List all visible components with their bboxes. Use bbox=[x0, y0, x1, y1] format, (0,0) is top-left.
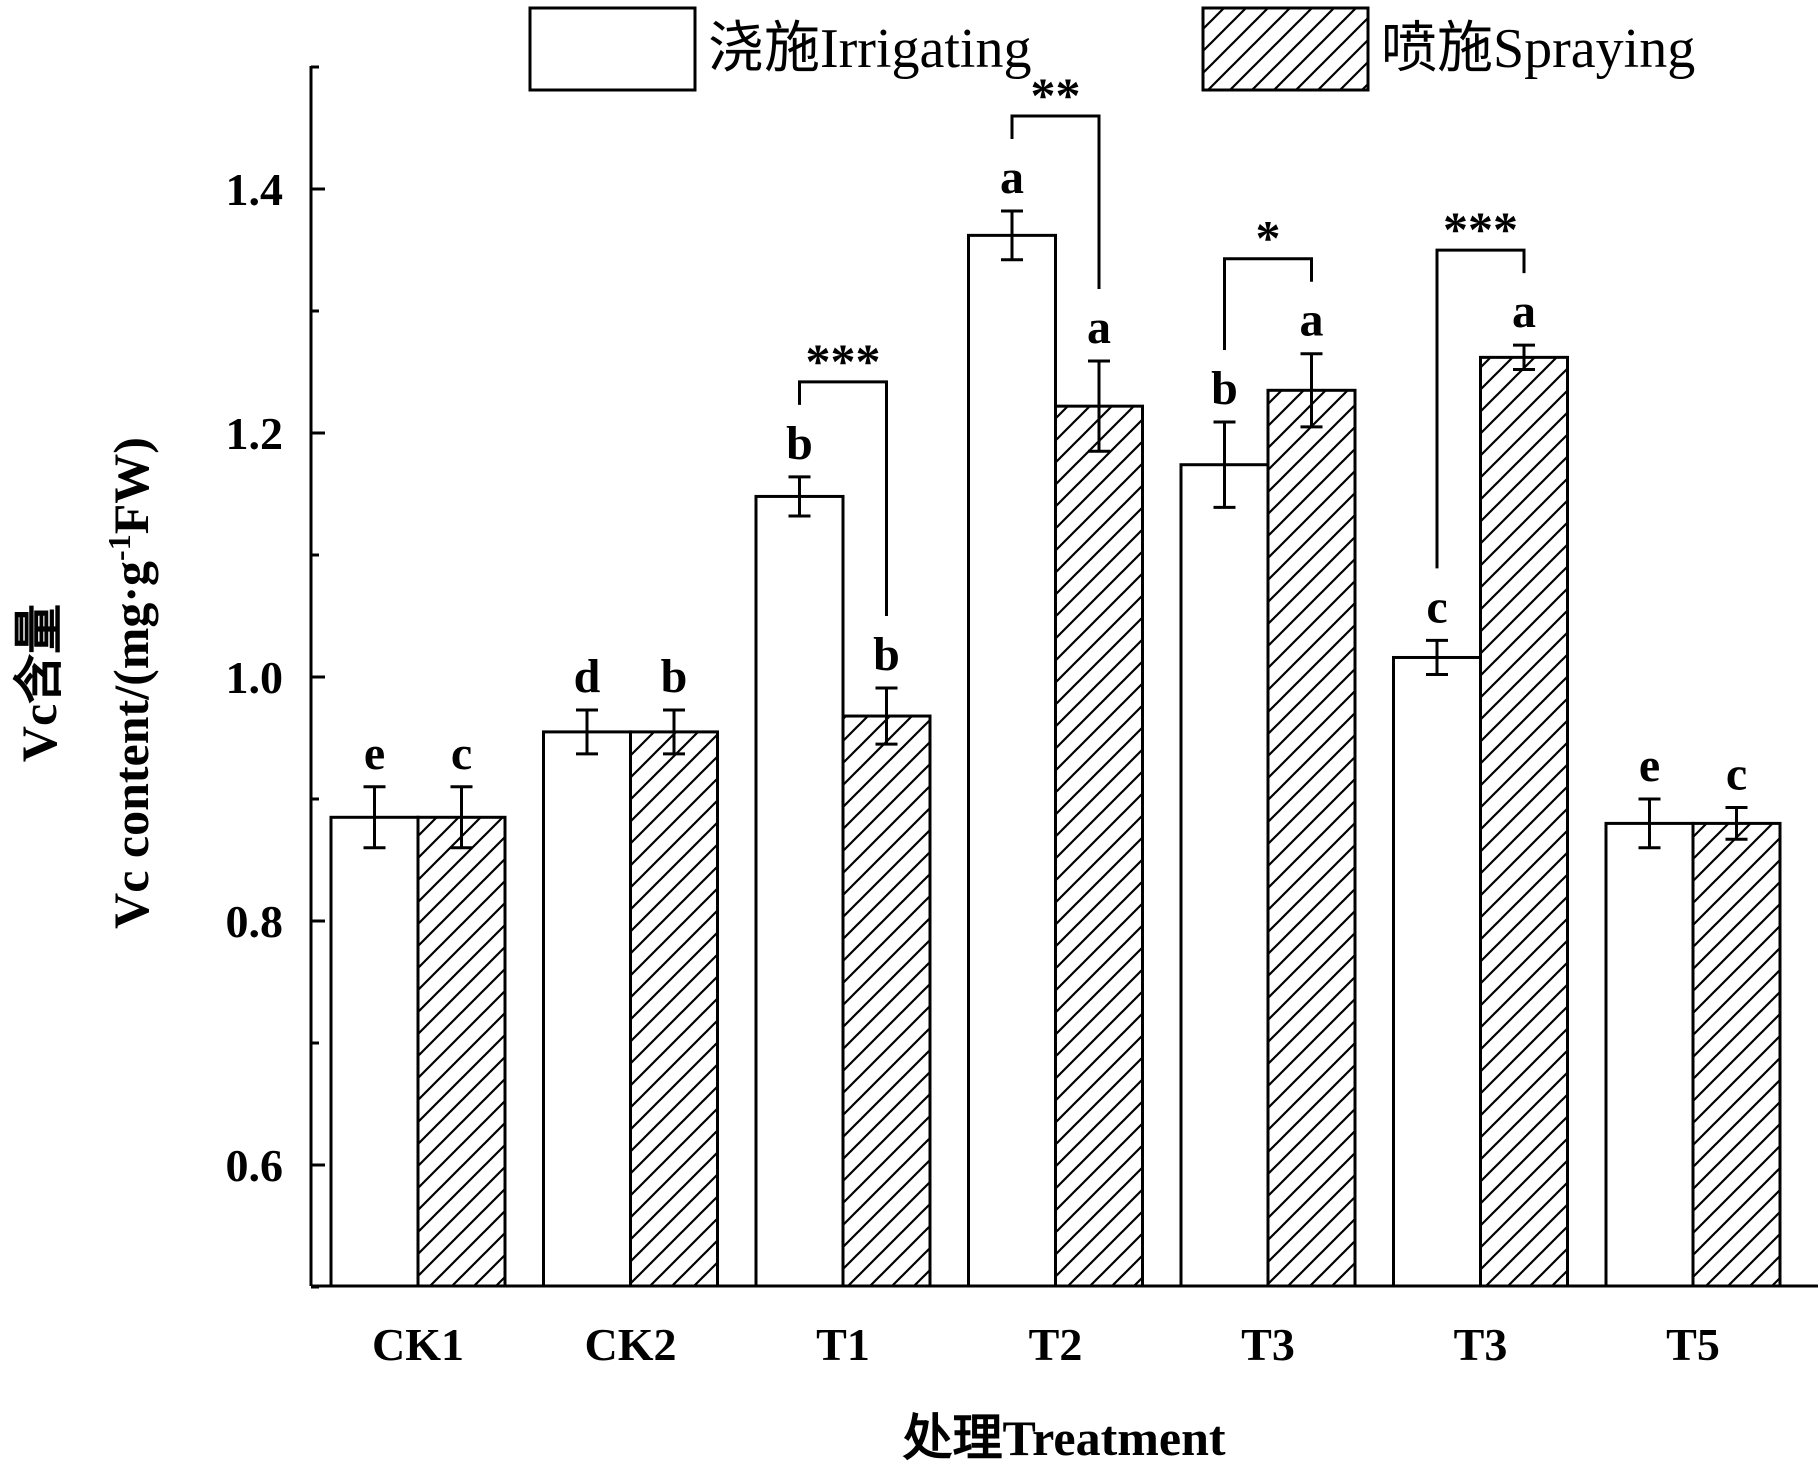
x-tick-label: T3 bbox=[1241, 1319, 1295, 1370]
bar-irrigating bbox=[967, 233, 1057, 1288]
significance-stars: *** bbox=[1443, 201, 1518, 257]
x-axis-title: 处理Treatment bbox=[902, 1410, 1225, 1466]
significance-letter: a bbox=[1000, 151, 1024, 204]
significance-letter: b bbox=[1211, 362, 1238, 415]
x-tick-label: T1 bbox=[816, 1319, 870, 1370]
x-tick-label: CK2 bbox=[585, 1319, 677, 1370]
legend-label-spraying: 喷施Spraying bbox=[1381, 18, 1695, 80]
y-axis-title: Vc含量 Vc content/(mg·g-1FW) bbox=[11, 437, 159, 929]
legend: 浇施Irrigating 喷施Spraying bbox=[528, 6, 1695, 92]
bar-irrigating bbox=[1392, 655, 1482, 1288]
significance-bracket bbox=[798, 380, 888, 616]
significance-letter: c bbox=[1426, 580, 1447, 633]
significance-letter: e bbox=[364, 727, 385, 780]
x-tick-label: T3 bbox=[1454, 1319, 1508, 1370]
y-axis-title-line1: Vc含量 bbox=[11, 604, 67, 762]
significance-letter: b bbox=[786, 417, 813, 470]
significance-letter: d bbox=[574, 650, 601, 703]
bar-irrigating bbox=[754, 494, 845, 1288]
bar-spraying bbox=[629, 730, 719, 1288]
y-tick-label: 0.6 bbox=[226, 1140, 284, 1191]
bar-irrigating bbox=[542, 730, 632, 1288]
bar-spraying bbox=[1691, 821, 1782, 1288]
y-axis-title-line2: Vc content/(mg·g-1FW) bbox=[101, 437, 159, 929]
significance-stars: * bbox=[1256, 210, 1281, 266]
significance-letter: a bbox=[1512, 285, 1536, 338]
significance-letter: a bbox=[1087, 301, 1111, 354]
significance-letter: c bbox=[451, 727, 472, 780]
significance-letter: e bbox=[1639, 739, 1660, 792]
y-tick-label: 1.2 bbox=[226, 408, 284, 459]
bar-spraying bbox=[1266, 388, 1357, 1288]
legend-label-irrigating: 浇施Irrigating bbox=[708, 18, 1031, 80]
bar-spraying bbox=[841, 714, 932, 1288]
bar-spraying bbox=[416, 815, 507, 1288]
legend-swatch-spraying bbox=[1201, 6, 1370, 92]
y-tick-label: 1.4 bbox=[226, 164, 284, 215]
x-tick-label: T5 bbox=[1666, 1319, 1720, 1370]
significance-stars: ** bbox=[1031, 67, 1081, 123]
bars-group bbox=[329, 233, 1782, 1288]
x-tick-label: T2 bbox=[1029, 1319, 1083, 1370]
bar-spraying bbox=[1479, 355, 1569, 1288]
significance-letter: b bbox=[873, 628, 900, 681]
y-axis: 0.6 0.8 1.0 1.2 1.4 bbox=[226, 65, 325, 1289]
significance-stars: *** bbox=[806, 333, 881, 389]
y-tick-label: 0.8 bbox=[226, 896, 284, 947]
bar-irrigating bbox=[1179, 463, 1270, 1288]
x-axis: CK1 CK2 T1 T2 T3 T3 T5 bbox=[311, 1278, 1818, 1370]
significance-letter: b bbox=[661, 650, 688, 703]
significance-letter: c bbox=[1726, 748, 1747, 801]
y-tick-label: 1.0 bbox=[226, 652, 284, 703]
legend-swatch-irrigating bbox=[528, 6, 697, 92]
x-tick-label: CK1 bbox=[372, 1319, 464, 1370]
significance-bracket bbox=[1223, 257, 1313, 351]
bar-irrigating bbox=[1604, 821, 1695, 1288]
bar-irrigating bbox=[329, 815, 420, 1288]
significance-letter: a bbox=[1300, 294, 1324, 347]
significance-bracket bbox=[1435, 248, 1526, 569]
significance-bracket bbox=[1010, 114, 1101, 290]
bar-spraying bbox=[1054, 404, 1144, 1288]
